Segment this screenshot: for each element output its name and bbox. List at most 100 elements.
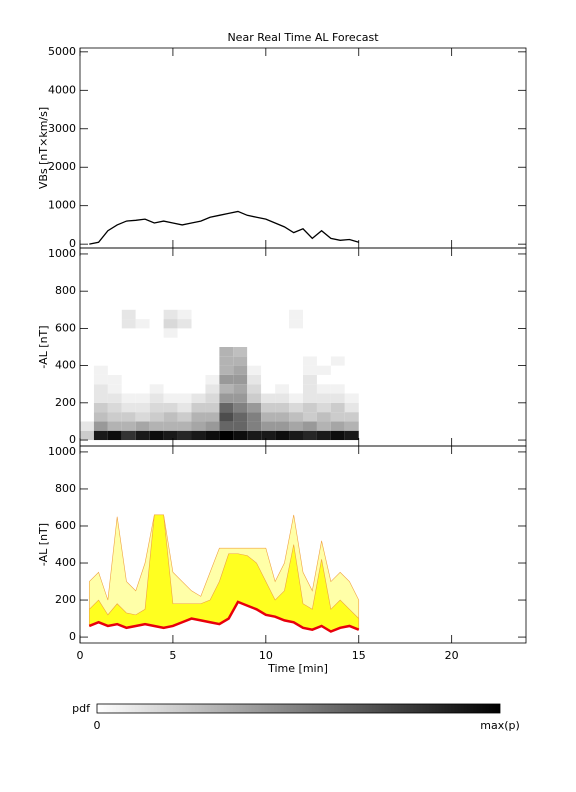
pdf-cell	[219, 347, 234, 357]
pdf-cell	[303, 402, 317, 413]
x-axis-label: Time [min]	[267, 662, 328, 675]
pdf-cell	[121, 421, 136, 431]
pdf-cell	[191, 430, 206, 441]
pdf-cell	[247, 384, 262, 394]
pdf-cell	[121, 309, 136, 320]
pdf-cell	[289, 421, 303, 431]
y-tick-label: 400	[55, 556, 76, 569]
y-tick-label: 200	[55, 593, 76, 606]
pdf-cell	[163, 421, 178, 431]
pdf-cell	[303, 384, 317, 394]
pdf-cell	[289, 347, 303, 357]
pdf-cell	[93, 374, 108, 385]
pdf-cell	[149, 430, 164, 441]
pdf-cell	[107, 365, 122, 375]
pdf-cell	[233, 309, 248, 320]
pdf-cell	[177, 374, 192, 385]
pdf-cell	[303, 347, 317, 357]
pdf-cell	[303, 421, 317, 431]
pdf-cell	[261, 356, 276, 366]
pdf-cell	[275, 374, 290, 385]
pdf-cell	[289, 430, 303, 441]
pdf-cell	[303, 393, 317, 403]
pdf-cell	[121, 374, 136, 385]
pdf-cell	[107, 430, 122, 441]
y-tick-label: 2000	[48, 160, 76, 173]
pdf-cell	[149, 319, 164, 329]
pdf-cell	[261, 347, 276, 357]
pdf-cell	[191, 384, 206, 394]
pdf-cell	[107, 356, 122, 366]
pdf-cell	[316, 347, 331, 357]
pdf-cell	[177, 337, 192, 347]
pdf-cell	[149, 412, 164, 422]
pdf-cell	[275, 421, 290, 431]
pdf-cell	[205, 412, 220, 422]
pdf-cell	[80, 421, 94, 431]
pdf-cell	[80, 365, 94, 375]
pdf-cell	[163, 430, 178, 441]
pdf-cell	[330, 412, 345, 422]
pdf-cell	[177, 319, 192, 329]
pdf-cell	[261, 328, 276, 338]
colorbar-label: pdf	[72, 702, 91, 715]
pdf-cell	[261, 384, 276, 394]
pdf-cell	[219, 328, 234, 338]
pdf-cell	[247, 365, 262, 375]
pdf-cell	[121, 393, 136, 403]
pdf-cell	[275, 384, 290, 394]
pdf-cell	[107, 328, 122, 338]
pdf-cell	[177, 430, 192, 441]
pdf-cell	[205, 421, 220, 431]
pdf-cell	[261, 402, 276, 413]
pdf-cell	[247, 393, 262, 403]
pdf-cell	[107, 309, 122, 320]
pdf-cell	[316, 374, 331, 385]
pdf-cell	[135, 374, 150, 385]
pdf-cell	[163, 356, 178, 366]
pdf-cell	[316, 356, 331, 366]
pdf-cell	[149, 365, 164, 375]
pdf-cell	[93, 319, 108, 329]
pdf-cell	[303, 319, 317, 329]
pdf-cell	[289, 384, 303, 394]
pdf-cell	[289, 328, 303, 338]
pdf-cell	[316, 309, 331, 320]
y-tick-label: 1000	[48, 445, 76, 458]
pdf-cell	[233, 412, 248, 422]
pdf-cell	[219, 356, 234, 366]
pdf-cell	[205, 374, 220, 385]
pdf-cell	[191, 412, 206, 422]
pdf-cell	[247, 412, 262, 422]
x-tick-label: 0	[77, 649, 84, 662]
pdf-cell	[289, 393, 303, 403]
pdf-cell	[247, 309, 262, 320]
pdf-cell	[344, 421, 359, 431]
pdf-cell	[93, 384, 108, 394]
pdf-cell	[93, 309, 108, 320]
pdf-cell	[80, 319, 94, 329]
pdf-cell	[80, 412, 94, 422]
pdf-cell	[177, 356, 192, 366]
pdf-cell	[163, 319, 178, 329]
pdf-cell	[80, 356, 94, 366]
pdf-cell	[330, 319, 345, 329]
y-tick-label: 5000	[48, 45, 76, 58]
pdf-cell	[121, 356, 136, 366]
pdf-cell	[121, 365, 136, 375]
pdf-cell	[149, 374, 164, 385]
pdf-cell	[275, 365, 290, 375]
pdf-cell	[275, 319, 290, 329]
pdf-cell	[80, 384, 94, 394]
pdf-cell	[191, 402, 206, 413]
y-axis-label: VBs [nT×km/s]	[37, 107, 50, 189]
pdf-cell	[205, 393, 220, 403]
pdf-cell	[163, 347, 178, 357]
pdf-cell	[80, 374, 94, 385]
pdf-cell	[177, 421, 192, 431]
pdf-cell	[177, 384, 192, 394]
pdf-cell	[107, 421, 122, 431]
pdf-cell	[219, 319, 234, 329]
y-tick-label: 0	[69, 433, 76, 446]
pdf-cell	[219, 309, 234, 320]
